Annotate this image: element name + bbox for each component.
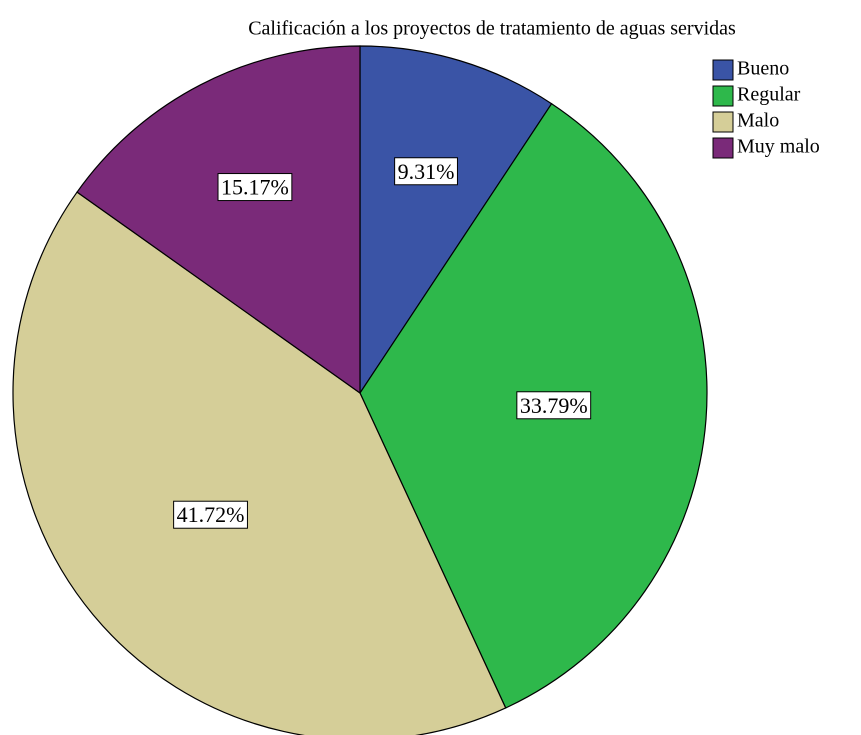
data-label-box [394, 157, 458, 186]
data-label: 33.79% [520, 393, 588, 418]
legend-label: Bueno [737, 58, 789, 80]
data-label-box [516, 391, 592, 420]
legend-label: Muy malo [737, 136, 820, 158]
legend-swatch [712, 85, 734, 107]
legend-swatch [712, 111, 734, 133]
legend-swatch [712, 137, 734, 159]
pie-slice [12, 191, 507, 735]
data-label: 41.72% [177, 502, 245, 527]
legend-label: Malo [737, 110, 779, 132]
pie-slice [76, 45, 361, 395]
data-label-box [217, 173, 293, 202]
legend-label: Regular [737, 84, 801, 106]
legend-swatch [712, 59, 734, 81]
pie-slice [359, 45, 553, 395]
chart-title: Calificación a los proyectos de tratamie… [248, 18, 736, 40]
data-label-box [173, 500, 248, 529]
data-label: 9.31% [398, 159, 455, 184]
data-label: 15.17% [221, 175, 289, 200]
